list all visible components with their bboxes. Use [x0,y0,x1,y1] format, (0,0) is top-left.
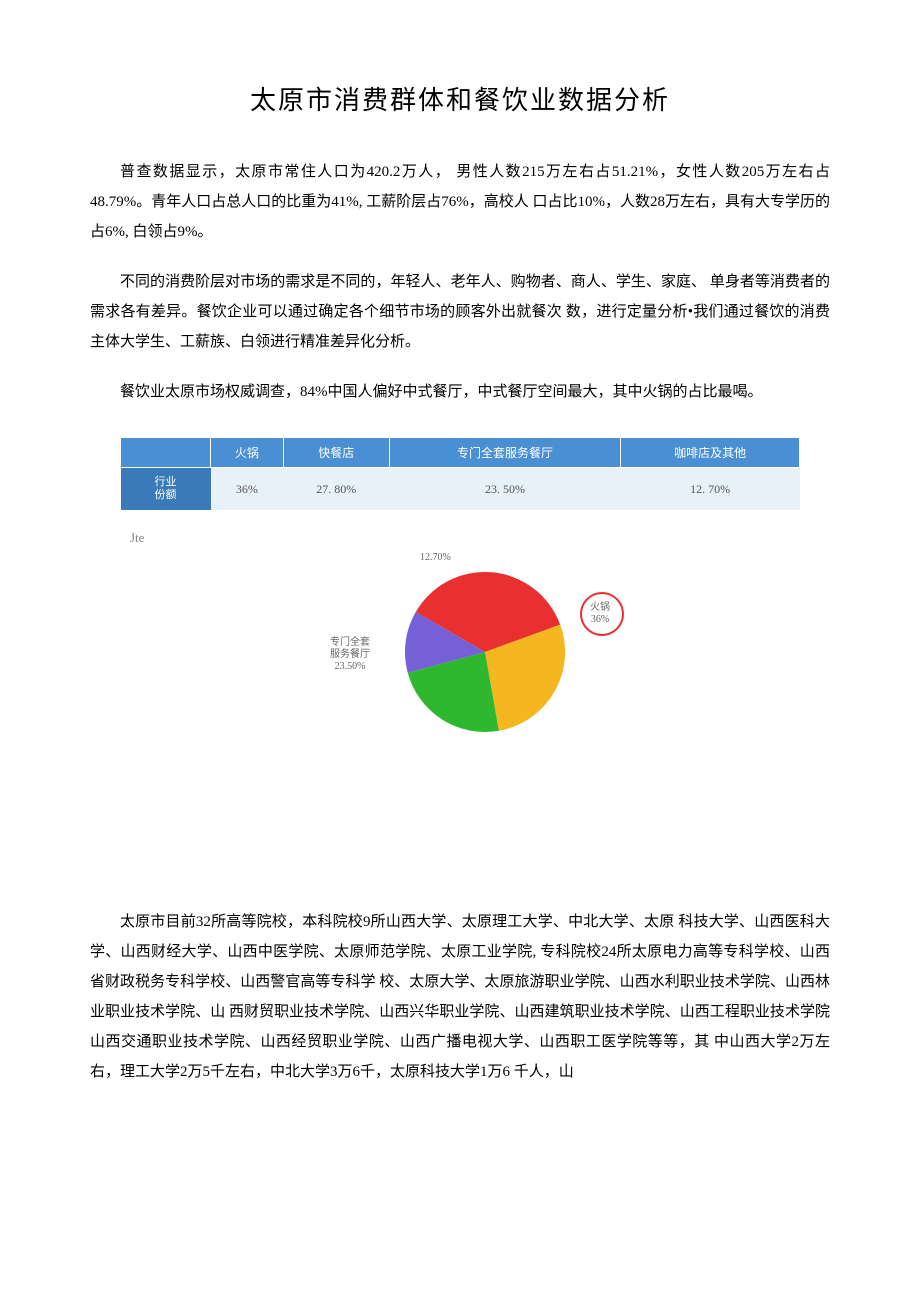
industry-share-table: 火锅快餐店专门全套服务餐厅咖啡店及其他 行业份额36%27. 80%23. 50… [120,437,800,510]
table-cell: 12. 70% [621,468,800,511]
paragraph-1: 普查数据显示，太原市常住人口为420.2万人， 男性人数215万左右占51.21… [90,157,830,247]
pie-chart-container: 12.70%火锅 36%专门全套 服务餐厅 23.50% [120,547,800,787]
table-cell: 23. 50% [389,468,621,511]
paragraph-4: 太原市目前32所高等院校，本科院校9所山西大学、太原理工大学、中北大学、太原 科… [90,907,830,1087]
table-data-row: 行业份额36%27. 80%23. 50%12. 70% [121,468,800,511]
table-cell: 36% [211,468,284,511]
pie-chart-svg [400,567,570,737]
pie-label: 12.70% [420,552,451,564]
table-header-row: 火锅快餐店专门全套服务餐厅咖啡店及其他 [121,438,800,468]
table-header-cell: 火锅 [211,438,284,468]
pie-label: 专门全套 服务餐厅 23.50% [330,637,370,673]
table-header-cell: 专门全套服务餐厅 [389,438,621,468]
jte-label: Jte [130,530,144,546]
table-header-cell: 咖啡店及其他 [621,438,800,468]
table-row-label: 行业份额 [121,468,211,511]
table-header-cell: 快餐店 [283,438,389,468]
table-header-cell [121,438,211,468]
pie-chart [400,567,570,742]
paragraph-3: 餐饮业太原市场权威调查，84%中国人偏好中式餐厅，中式餐厅空间最大，其中火锅的占… [90,377,830,407]
document-title: 太原市消费群体和餐饮业数据分析 [90,80,830,117]
paragraph-2: 不同的消费阶层对市场的需求是不同的，年轻人、老年人、购物者、商人、学生、家庭、 … [90,267,830,357]
table-cell: 27. 80% [283,468,389,511]
highlight-circle [580,592,624,636]
